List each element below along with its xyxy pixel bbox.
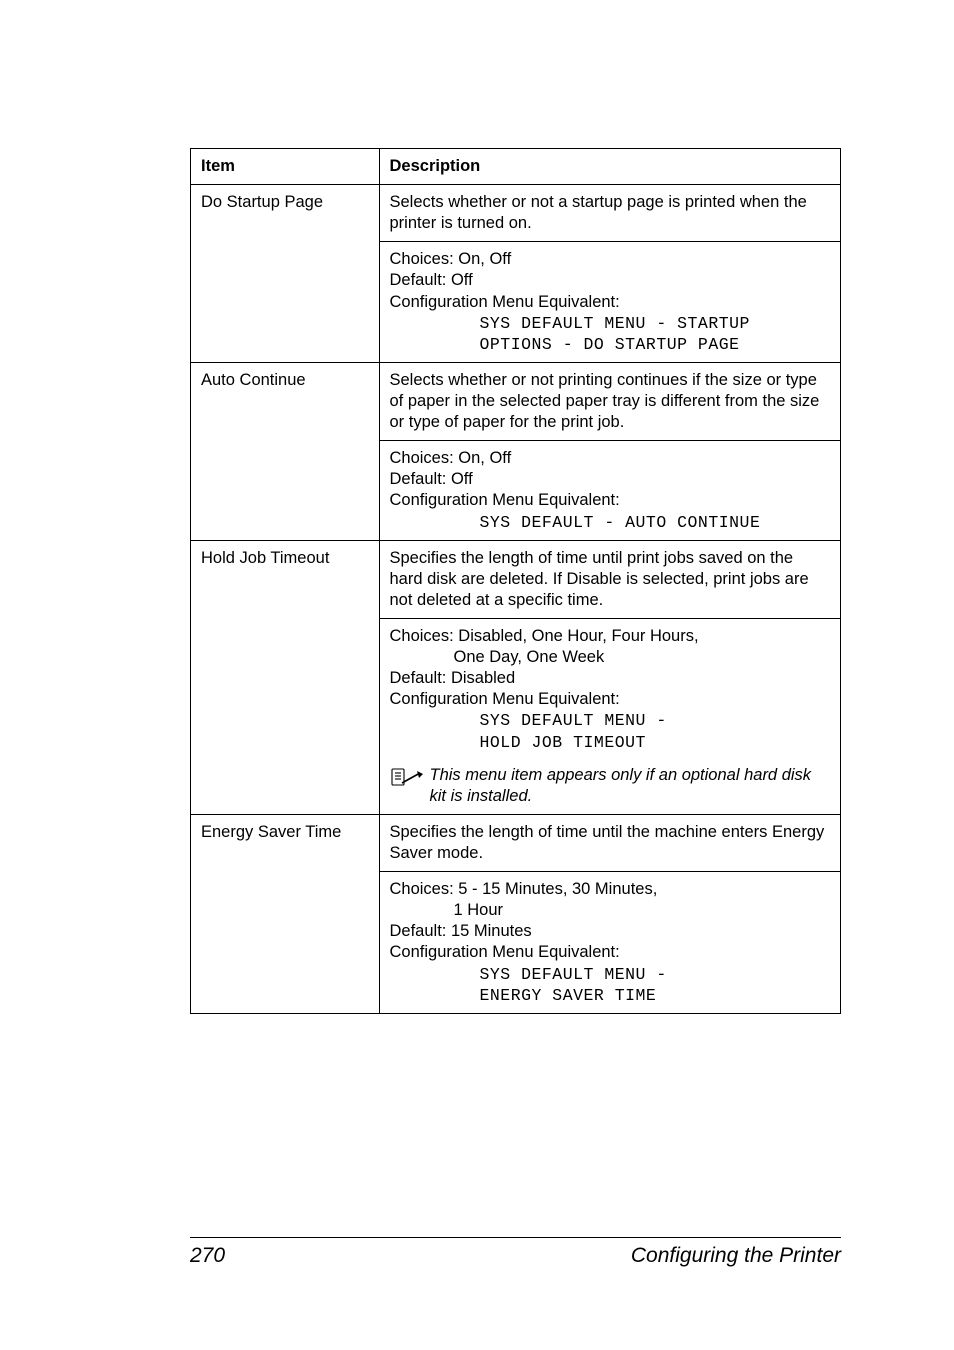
settings-table: Item Description Do Startup Page Selects…: [190, 148, 841, 1014]
choices-text-2: One Day, One Week: [390, 647, 831, 668]
config-label: Configuration Menu Equivalent:: [390, 491, 620, 509]
mono-path: SYS DEFAULT MENU -: [390, 964, 831, 985]
table-header-row: Item Description: [191, 149, 841, 185]
desc-cell: Selects whether or not printing continue…: [379, 362, 841, 440]
desc-cell: Selects whether or not a startup page is…: [379, 185, 841, 242]
item-cell: Hold Job Timeout: [191, 540, 380, 814]
mono-path: SYS DEFAULT - AUTO CONTINUE: [390, 512, 831, 533]
default-text: Default: 15 Minutes: [390, 922, 532, 940]
desc-cell-detail: Choices: 5 - 15 Minutes, 30 Minutes, 1 H…: [379, 872, 841, 1014]
desc-cell-detail: Choices: On, Off Default: Off Configurat…: [379, 242, 841, 363]
item-cell: Energy Saver Time: [191, 814, 380, 1013]
note-block: This menu item appears only if an option…: [390, 765, 831, 807]
config-label: Configuration Menu Equivalent:: [390, 690, 620, 708]
note-text: This menu item appears only if an option…: [430, 765, 831, 807]
choices-text: Choices: 5 - 15 Minutes, 30 Minutes,: [390, 880, 658, 898]
mono-path: SYS DEFAULT MENU -: [390, 710, 831, 731]
page-footer: 270 Configuring the Printer: [190, 1237, 841, 1268]
item-cell: Auto Continue: [191, 362, 380, 540]
table-row: Energy Saver Time Specifies the length o…: [191, 814, 841, 871]
header-item: Item: [191, 149, 380, 185]
choices-text: Choices: On, Off: [390, 449, 512, 467]
mono-path: OPTIONS - DO STARTUP PAGE: [390, 334, 831, 355]
desc-cell-detail: Choices: On, Off Default: Off Configurat…: [379, 441, 841, 540]
table-row: Hold Job Timeout Specifies the length of…: [191, 540, 841, 618]
config-label: Configuration Menu Equivalent:: [390, 293, 620, 311]
header-description: Description: [379, 149, 841, 185]
default-text: Default: Disabled: [390, 669, 516, 687]
footer-title: Configuring the Printer: [631, 1244, 841, 1268]
choices-text: Choices: On, Off: [390, 250, 512, 268]
desc-cell: Specifies the length of time until print…: [379, 540, 841, 618]
page-number: 270: [190, 1244, 225, 1268]
default-text: Default: Off: [390, 271, 473, 289]
page-container: Item Description Do Startup Page Selects…: [0, 0, 954, 1350]
config-label: Configuration Menu Equivalent:: [390, 943, 620, 961]
default-text: Default: Off: [390, 470, 473, 488]
item-cell: Do Startup Page: [191, 185, 380, 363]
note-icon: [390, 767, 424, 795]
table-row: Do Startup Page Selects whether or not a…: [191, 185, 841, 242]
mono-path: SYS DEFAULT MENU - STARTUP: [390, 313, 831, 334]
choices-text-2: 1 Hour: [390, 900, 831, 921]
choices-text: Choices: Disabled, One Hour, Four Hours,: [390, 627, 699, 645]
mono-path: ENERGY SAVER TIME: [390, 985, 831, 1006]
mono-path: HOLD JOB TIMEOUT: [390, 732, 831, 753]
desc-cell: Specifies the length of time until the m…: [379, 814, 841, 871]
table-row: Auto Continue Selects whether or not pri…: [191, 362, 841, 440]
desc-cell-detail: Choices: Disabled, One Hour, Four Hours,…: [379, 618, 841, 814]
